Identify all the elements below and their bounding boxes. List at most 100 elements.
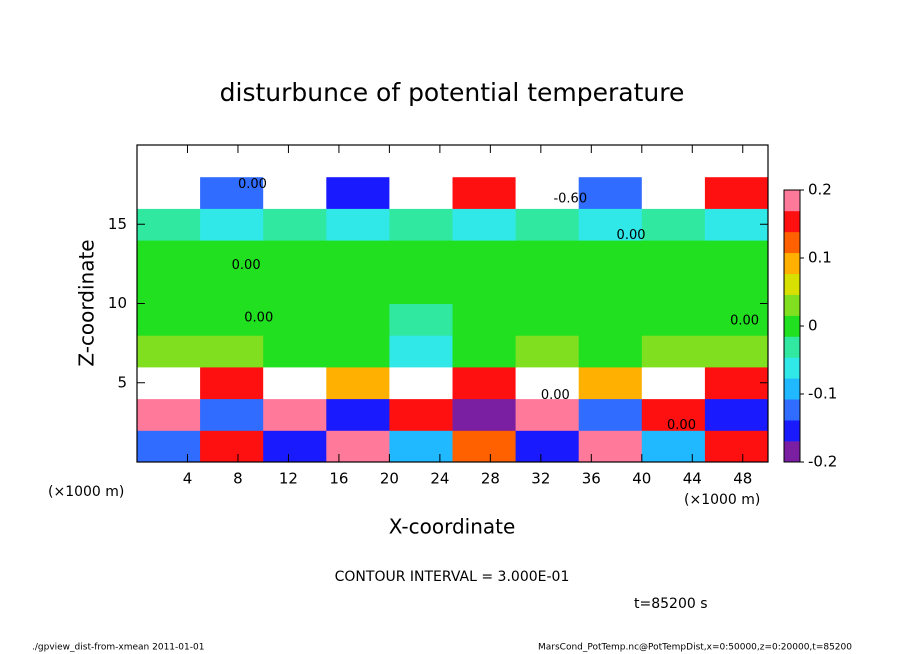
colorbar-swatch — [784, 210, 800, 233]
heatmap-cell — [578, 430, 643, 463]
colorbar-swatch — [784, 378, 800, 400]
colorbar-swatch — [784, 441, 800, 463]
heatmap-cell — [452, 208, 517, 241]
x-tick-label: 28 — [481, 470, 500, 488]
heatmap-cell — [515, 303, 580, 336]
heatmap-cell — [200, 208, 264, 241]
y-tick-label: 15 — [108, 215, 127, 233]
heatmap-cell — [641, 303, 706, 336]
heatmap-cell — [704, 240, 769, 273]
contour-label: 0.00 — [617, 228, 646, 243]
x-tick-label: 8 — [233, 470, 243, 488]
heatmap-cell — [389, 335, 453, 368]
contour-label: 0.00 — [244, 310, 273, 325]
heatmap-cell — [137, 335, 201, 368]
heatmap-cell — [326, 271, 390, 304]
heatmap-cell — [389, 208, 453, 241]
heatmap-cell — [200, 335, 264, 368]
heatmap-cell — [704, 430, 769, 463]
heatmap-cell — [515, 208, 580, 241]
y-tick-label: 10 — [108, 294, 127, 312]
heatmap-cell — [704, 398, 769, 431]
x-tick-label: 32 — [531, 470, 550, 488]
heatmap-cell — [641, 430, 706, 463]
heatmap-cell — [200, 176, 264, 209]
heatmap-cell — [704, 145, 769, 178]
contour-label: -0.60 — [553, 191, 587, 206]
colorbar-swatch — [784, 273, 800, 295]
heatmap-cell — [641, 240, 706, 273]
heatmap-cell — [452, 366, 517, 400]
colorbar-tick-label: 0 — [808, 317, 818, 335]
heatmap-cell — [389, 240, 453, 273]
heatmap-cell — [641, 271, 706, 304]
x-tick-label: 16 — [329, 470, 348, 488]
x-unit: (×1000 m) — [684, 492, 760, 508]
heatmap-cell — [389, 398, 453, 431]
heatmap-cell — [263, 240, 327, 273]
y-axis-label: Z-coordinate — [75, 239, 99, 366]
heatmap-cell — [515, 145, 580, 178]
x-tick-label: 40 — [632, 470, 651, 488]
contour-interval: CONTOUR INTERVAL = 3.000E-01 — [335, 569, 570, 585]
heatmap-cell — [200, 271, 264, 304]
x-tick-label: 4 — [183, 470, 193, 488]
contour-label: 0.00 — [541, 388, 570, 403]
heatmap-cell — [326, 303, 390, 336]
heatmap-cell — [263, 366, 327, 400]
heatmap-cell — [263, 335, 327, 368]
heatmap-cell — [389, 176, 453, 209]
colorbar-swatch — [784, 399, 800, 421]
heatmap-cell — [578, 366, 643, 400]
heatmap-cell — [578, 176, 643, 209]
heatmap-cell — [200, 303, 264, 336]
heatmap-cell — [326, 240, 390, 273]
heatmap-cell — [578, 208, 643, 241]
x-tick-label: 12 — [279, 470, 298, 488]
heatmap-cell — [263, 430, 327, 463]
chart-title: disturbunce of potential temperature — [220, 78, 685, 107]
heatmap-cell — [263, 145, 327, 178]
colorbar-tick-label: -0.2 — [808, 453, 837, 471]
heatmap-cell — [263, 176, 327, 209]
heatmap-cell — [326, 208, 390, 241]
heatmap-cell — [578, 240, 643, 273]
heatmap-cell — [515, 430, 580, 463]
y-tick-label: 5 — [117, 373, 127, 391]
heatmap-cell — [137, 303, 201, 336]
heatmap-cell — [137, 176, 201, 209]
heatmap-cell — [389, 271, 453, 304]
heatmap-cell — [389, 303, 453, 336]
x-tick-label: 20 — [380, 470, 399, 488]
contour-label: 0.00 — [730, 313, 759, 328]
heatmap-cell — [452, 398, 517, 431]
heatmap-cell — [326, 176, 390, 209]
heatmap-cell — [452, 271, 517, 304]
heatmap-cell — [137, 398, 201, 431]
heatmap-cell — [515, 176, 580, 209]
x-tick-label: 36 — [582, 470, 601, 488]
heatmap-cell — [200, 145, 264, 178]
heatmap-cell — [263, 271, 327, 304]
heatmap-cell — [200, 240, 264, 273]
heatmap-cell — [704, 271, 769, 304]
x-axis-label: X-coordinate — [389, 515, 516, 539]
colorbar-swatch — [784, 336, 800, 358]
heatmap-cell — [263, 303, 327, 336]
heatmap-cell — [200, 430, 264, 463]
heatmap-cell — [452, 335, 517, 368]
colorbar-swatch — [784, 357, 800, 379]
heatmap-cell — [326, 145, 390, 178]
contour-label: 0.00 — [238, 177, 267, 192]
colorbar-swatch — [784, 315, 800, 337]
heatmap-cell — [641, 145, 706, 178]
heatmap-cell — [452, 176, 517, 209]
heatmap-cell — [137, 271, 201, 304]
heatmap-cell — [515, 398, 580, 431]
heatmap-cell — [452, 240, 517, 273]
heatmap-cell — [515, 271, 580, 304]
x-tick-label: 48 — [733, 470, 752, 488]
heatmap-cell — [326, 398, 390, 431]
heatmap-cell — [137, 145, 201, 178]
footer-right: MarsCond_PotTemp.nc@PotTempDist,x=0:5000… — [538, 643, 852, 653]
